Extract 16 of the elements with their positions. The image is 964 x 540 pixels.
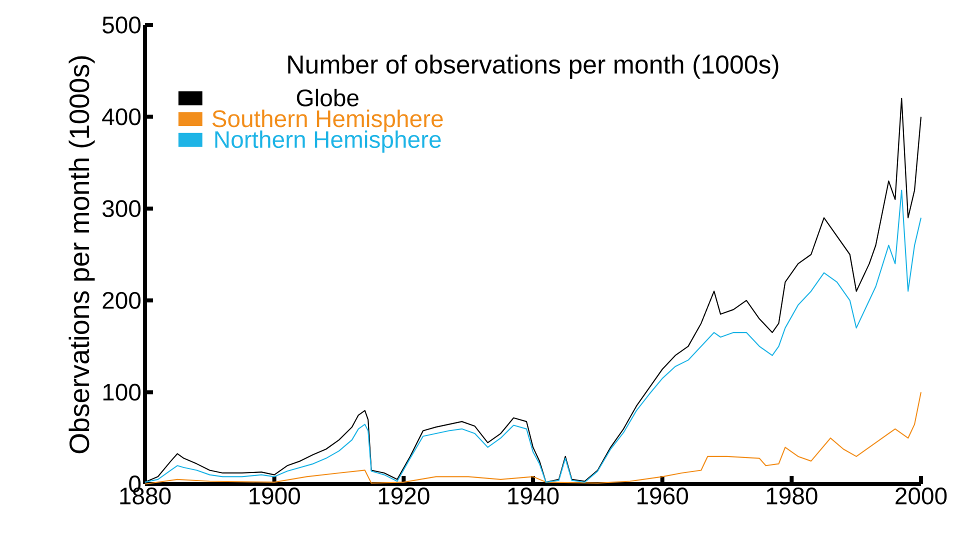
y-tick-label: 200 xyxy=(102,292,141,309)
y-tick-label: 400 xyxy=(102,108,141,126)
y-tick-label: 300 xyxy=(102,200,141,218)
x-tick-label: 1960 xyxy=(638,488,688,504)
x-tick-label: 2000 xyxy=(896,488,947,504)
legend-label: Northern Hemisphere xyxy=(215,130,441,153)
y-tick-label: 500 xyxy=(102,16,141,34)
x-tick-label: 1940 xyxy=(508,488,559,504)
legend-label: Southern Hemisphere xyxy=(212,110,443,132)
y-tick-label: 100 xyxy=(103,384,141,401)
x-tick-label: 1980 xyxy=(766,488,818,504)
text: Globe xyxy=(296,88,358,106)
x-tick-label: 1900 xyxy=(250,488,300,504)
text: Number of observations per month (1000s) xyxy=(288,54,778,79)
x-tick-label: 1920 xyxy=(378,488,430,504)
y-axis-title: Observations per month (1000s) xyxy=(68,56,95,454)
